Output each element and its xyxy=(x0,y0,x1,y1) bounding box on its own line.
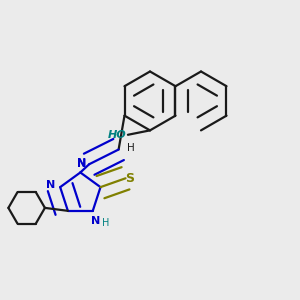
Text: HO: HO xyxy=(107,130,126,140)
Text: S: S xyxy=(125,172,134,185)
Text: H: H xyxy=(127,143,134,153)
Text: H: H xyxy=(102,218,109,228)
Text: N: N xyxy=(91,216,100,226)
Text: N: N xyxy=(46,181,56,190)
Text: N: N xyxy=(77,158,87,169)
Text: N: N xyxy=(76,158,86,168)
